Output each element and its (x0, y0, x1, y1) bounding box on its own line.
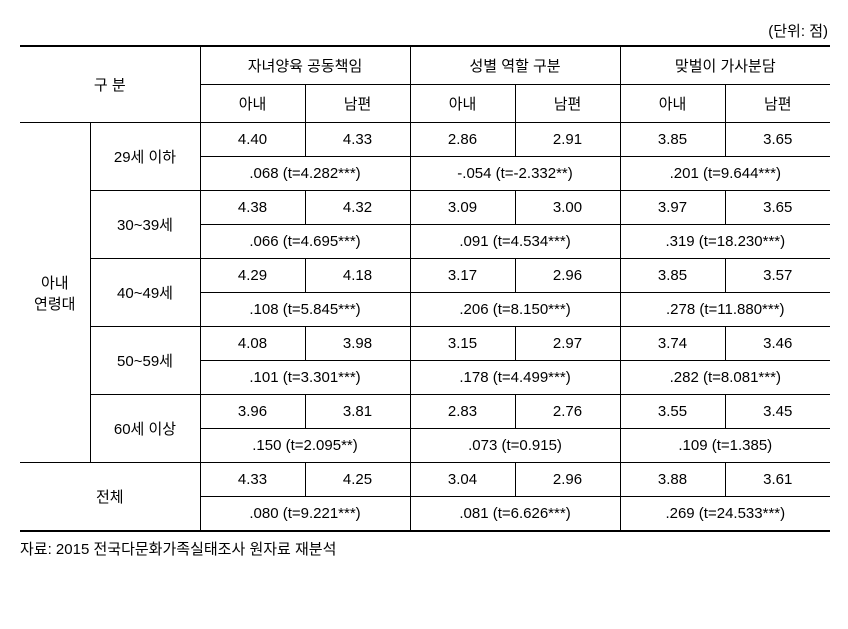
stat-cell: .101 (t=3.301***) (200, 361, 410, 395)
stat-cell: .269 (t=24.533***) (620, 497, 830, 532)
stat-cell: .150 (t=2.095**) (200, 429, 410, 463)
data-table: 구 분 자녀양육 공동책임 성별 역할 구분 맞벌이 가사분담 아내 남편 아내… (20, 45, 830, 532)
stat-cell: .091 (t=4.534***) (410, 225, 620, 259)
value-cell: 2.76 (515, 395, 620, 429)
value-cell: 3.00 (515, 191, 620, 225)
header-sub: 아내 (200, 85, 305, 123)
value-cell: 2.83 (410, 395, 515, 429)
stat-cell: .206 (t=8.150***) (410, 293, 620, 327)
total-label: 전체 (20, 463, 200, 532)
value-cell: 3.74 (620, 327, 725, 361)
row-group-label: 아내연령대 (20, 123, 90, 463)
header-group-0: 자녀양육 공동책임 (200, 46, 410, 85)
table-row: 30~39세4.384.323.093.003.973.65 (20, 191, 830, 225)
stat-cell: .319 (t=18.230***) (620, 225, 830, 259)
stat-cell: .073 (t=0.915) (410, 429, 620, 463)
stat-cell: .081 (t=6.626***) (410, 497, 620, 532)
value-cell: 2.86 (410, 123, 515, 157)
value-cell: 3.85 (620, 123, 725, 157)
age-label: 29세 이하 (90, 123, 200, 191)
value-cell: 3.09 (410, 191, 515, 225)
value-cell: 2.96 (515, 463, 620, 497)
value-cell: 4.29 (200, 259, 305, 293)
stat-cell: .108 (t=5.845***) (200, 293, 410, 327)
source-note: 자료: 2015 전국다문화가족실태조사 원자료 재분석 (20, 538, 828, 559)
table-row: 50~59세4.083.983.152.973.743.46 (20, 327, 830, 361)
value-cell: 3.17 (410, 259, 515, 293)
header-group-1: 성별 역할 구분 (410, 46, 620, 85)
value-cell: 4.33 (305, 123, 410, 157)
value-cell: 3.04 (410, 463, 515, 497)
value-cell: 4.18 (305, 259, 410, 293)
value-cell: 3.65 (725, 123, 830, 157)
unit-label: (단위: 점) (20, 20, 828, 41)
age-label: 40~49세 (90, 259, 200, 327)
stat-cell: -.054 (t=-2.332**) (410, 157, 620, 191)
value-cell: 4.33 (200, 463, 305, 497)
header-sub: 아내 (620, 85, 725, 123)
table-row: 40~49세4.294.183.172.963.853.57 (20, 259, 830, 293)
value-cell: 3.65 (725, 191, 830, 225)
value-cell: 4.08 (200, 327, 305, 361)
age-label: 50~59세 (90, 327, 200, 395)
table-row: 60세 이상3.963.812.832.763.553.45 (20, 395, 830, 429)
value-cell: 3.61 (725, 463, 830, 497)
header-sub: 남편 (515, 85, 620, 123)
value-cell: 3.81 (305, 395, 410, 429)
value-cell: 2.91 (515, 123, 620, 157)
value-cell: 2.97 (515, 327, 620, 361)
value-cell: 4.25 (305, 463, 410, 497)
value-cell: 3.15 (410, 327, 515, 361)
stat-cell: .068 (t=4.282***) (200, 157, 410, 191)
value-cell: 4.32 (305, 191, 410, 225)
value-cell: 3.85 (620, 259, 725, 293)
header-sub: 남편 (305, 85, 410, 123)
value-cell: 4.38 (200, 191, 305, 225)
header-group-2: 맞벌이 가사분담 (620, 46, 830, 85)
table-row-total: 전체4.334.253.042.963.883.61 (20, 463, 830, 497)
header-sub: 아내 (410, 85, 515, 123)
value-cell: 3.97 (620, 191, 725, 225)
value-cell: 3.55 (620, 395, 725, 429)
header-category: 구 분 (20, 46, 200, 123)
table-row: 아내연령대29세 이하4.404.332.862.913.853.65 (20, 123, 830, 157)
stat-cell: .066 (t=4.695***) (200, 225, 410, 259)
age-label: 60세 이상 (90, 395, 200, 463)
value-cell: 2.96 (515, 259, 620, 293)
stat-cell: .109 (t=1.385) (620, 429, 830, 463)
stat-cell: .178 (t=4.499***) (410, 361, 620, 395)
stat-cell: .080 (t=9.221***) (200, 497, 410, 532)
header-sub: 남편 (725, 85, 830, 123)
value-cell: 3.45 (725, 395, 830, 429)
value-cell: 3.96 (200, 395, 305, 429)
stat-cell: .278 (t=11.880***) (620, 293, 830, 327)
stat-cell: .201 (t=9.644***) (620, 157, 830, 191)
stat-cell: .282 (t=8.081***) (620, 361, 830, 395)
value-cell: 4.40 (200, 123, 305, 157)
value-cell: 3.46 (725, 327, 830, 361)
value-cell: 3.88 (620, 463, 725, 497)
value-cell: 3.57 (725, 259, 830, 293)
age-label: 30~39세 (90, 191, 200, 259)
value-cell: 3.98 (305, 327, 410, 361)
